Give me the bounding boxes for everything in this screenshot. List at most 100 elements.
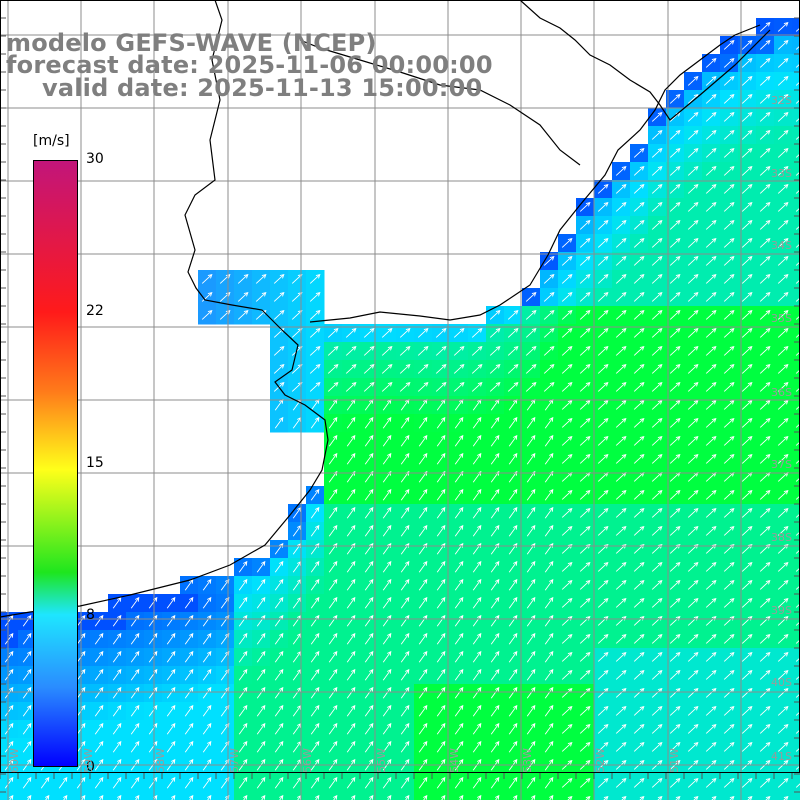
wind-arrow: [368, 794, 374, 800]
wind-arrow: [777, 201, 789, 212]
wind-arrow: [723, 273, 735, 284]
wind-arrow: [579, 687, 591, 698]
wind-arrow: [597, 201, 609, 212]
wind-arrow: [561, 489, 573, 500]
wind-arrow: [400, 560, 410, 573]
wind-arrow: [526, 614, 536, 627]
wind-arrow: [759, 687, 771, 698]
wind-arrow: [256, 632, 266, 645]
wind-arrow: [741, 489, 753, 500]
wind-arrow: [741, 129, 753, 140]
wind-arrow: [544, 596, 554, 609]
wind-arrow: [436, 524, 446, 537]
wind-arrow: [777, 273, 789, 284]
wind-cell: [792, 486, 800, 505]
wind-arrow: [579, 579, 591, 590]
wind-arrow: [260, 794, 266, 800]
wind-arrow: [309, 327, 321, 338]
wind-arrow: [381, 327, 393, 338]
wind-arrow: [508, 686, 518, 699]
wind-arrow: [795, 369, 800, 374]
wind-arrow: [723, 183, 735, 194]
wind-arrow: [723, 741, 735, 752]
wind-arrow: [238, 722, 248, 735]
wind-arrow: [741, 255, 753, 266]
wind-arrow: [795, 279, 800, 284]
wind-arrow: [651, 309, 663, 320]
wind-arrow: [112, 722, 122, 735]
wind-arrow: [472, 596, 482, 609]
wind-arrow: [508, 506, 518, 519]
wind-arrow: [579, 777, 591, 788]
wind-cell: [306, 792, 325, 800]
lon-label-57w: 57W: [228, 748, 241, 773]
wind-arrow: [741, 399, 753, 410]
wind-arrow: [777, 237, 789, 248]
wind-cell: [108, 792, 127, 800]
wind-arrow: [633, 417, 645, 428]
wind-arrow: [507, 363, 519, 374]
wind-cell: [792, 234, 800, 253]
wind-arrow: [382, 632, 392, 645]
wind-arrow: [579, 651, 591, 662]
wind-arrow: [490, 704, 500, 717]
wind-arrow: [777, 561, 789, 572]
wind-arrow: [454, 452, 464, 465]
wind-arrow: [166, 632, 176, 645]
wind-arrow: [436, 434, 446, 447]
wind-arrow: [633, 381, 645, 392]
wind-arrow: [705, 453, 717, 464]
wind-arrow: [238, 776, 248, 789]
wind-arrow: [687, 363, 699, 374]
wind-arrow: [741, 381, 753, 392]
wind-arrow: [633, 237, 645, 248]
wind-arrow: [705, 237, 717, 248]
wind-arrow: [795, 99, 800, 104]
wind-arrow: [206, 794, 212, 800]
wind-arrow: [350, 794, 356, 800]
wind-arrow: [759, 507, 771, 518]
wind-cell: [234, 792, 253, 800]
wind-arrow: [525, 381, 537, 392]
wind-arrow: [615, 273, 627, 284]
wind-arrow: [98, 794, 104, 800]
wind-arrow: [657, 795, 663, 800]
wind-arrow: [723, 75, 735, 86]
wind-arrow: [400, 722, 410, 735]
wind-arrow: [723, 93, 735, 104]
wind-cell: [792, 594, 800, 613]
wind-arrow: [26, 794, 32, 800]
wind-arrow: [651, 363, 663, 374]
wind-arrow: [382, 524, 392, 537]
wind-arrow: [346, 506, 356, 519]
wind-arrow: [364, 506, 374, 519]
wind-arrow: [508, 434, 518, 447]
wind-arrow: [759, 651, 771, 662]
wind-arrow: [795, 315, 800, 320]
wind-arrow: [651, 201, 663, 212]
wind-arrow: [615, 705, 627, 716]
wind-arrow: [741, 147, 753, 158]
wind-arrow: [453, 327, 465, 338]
wind-arrow: [525, 327, 537, 338]
wind-arrow: [651, 129, 663, 140]
wind-arrow: [687, 597, 699, 608]
wind-arrow: [242, 794, 248, 800]
wind-arrow: [597, 183, 609, 194]
wind-arrow: [508, 650, 518, 663]
wind-arrow: [184, 614, 194, 627]
wind-arrow: [723, 579, 735, 590]
wind-arrow: [687, 507, 699, 518]
wind-arrow: [669, 435, 681, 446]
wind-arrow: [723, 255, 735, 266]
wind-arrow: [651, 669, 663, 680]
wind-arrow: [633, 705, 645, 716]
wind-arrow: [525, 363, 537, 374]
wind-arrow: [597, 327, 609, 338]
wind-arrow: [777, 723, 789, 734]
wind-arrow: [364, 596, 374, 609]
wind-arrow: [615, 687, 627, 698]
wind-arrow: [561, 453, 573, 464]
lat-label-40s: 40S: [771, 676, 792, 689]
wind-arrow: [454, 434, 464, 447]
